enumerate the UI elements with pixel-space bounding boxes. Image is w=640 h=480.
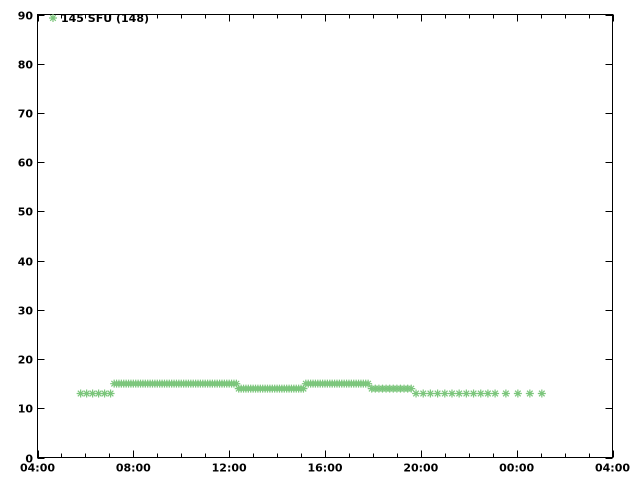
data-point-asterisk (407, 384, 416, 393)
plot-border (37, 14, 613, 458)
y-tick-label: 60 (18, 157, 34, 170)
x-tick-label: 08:00 (116, 462, 151, 475)
y-tick-label: 10 (18, 403, 34, 416)
data-point-asterisk (94, 389, 103, 398)
y-tick-label: 40 (18, 256, 34, 269)
data-point-asterisk (455, 389, 464, 398)
x-tick-label: 20:00 (403, 462, 438, 475)
data-point-asterisk (433, 389, 442, 398)
data-point-asterisk (447, 389, 456, 398)
data-point-asterisk (426, 389, 435, 398)
y-tick-label: 20 (18, 354, 34, 367)
x-tick-label: 00:00 (499, 462, 534, 475)
x-tick-label: 04:00 (595, 462, 630, 475)
data-point-asterisk (537, 389, 546, 398)
legend: 145 SFU (148) (49, 12, 149, 25)
y-tick-label: 70 (18, 108, 34, 121)
data-point-asterisk (469, 389, 478, 398)
y-tick-label: 30 (18, 305, 34, 318)
data-point-asterisk (491, 389, 500, 398)
data-point-asterisk (364, 379, 373, 388)
x-tick-label: 04:00 (20, 462, 55, 475)
data-point-asterisk (88, 389, 97, 398)
data-point-asterisk (76, 389, 85, 398)
data-point-asterisk (440, 389, 449, 398)
data-point-asterisk (501, 389, 510, 398)
plot-frame (37, 14, 613, 458)
data-point-asterisk (412, 389, 421, 398)
data-points (76, 379, 546, 398)
y-tick-label: 0 (25, 453, 33, 466)
data-point-asterisk (100, 389, 109, 398)
data-point-asterisk (483, 389, 492, 398)
data-point-asterisk (82, 389, 91, 398)
data-point-asterisk (525, 389, 534, 398)
axis-tick-labels: 04:00 08:00 12:00 16:00 20:00 00:00 04:0001020… (18, 10, 631, 475)
x-tick-label: 12:00 (212, 462, 247, 475)
legend-asterisk-icon (49, 14, 57, 22)
data-point-asterisk (232, 379, 241, 388)
x-tick-label: 16:00 (307, 462, 342, 475)
legend-label: 145 SFU (148) (61, 12, 149, 25)
axis-ticks (37, 14, 614, 459)
data-point-asterisk (106, 389, 115, 398)
y-tick-label: 50 (18, 206, 34, 219)
data-point-asterisk (462, 389, 471, 398)
legend-asterisk-glyph (49, 14, 57, 22)
data-point-asterisk (419, 389, 428, 398)
data-point-asterisk (299, 384, 308, 393)
data-point-asterisk (513, 389, 522, 398)
y-tick-label: 80 (18, 59, 34, 72)
data-point-asterisk (476, 389, 485, 398)
y-tick-label: 90 (18, 10, 34, 23)
